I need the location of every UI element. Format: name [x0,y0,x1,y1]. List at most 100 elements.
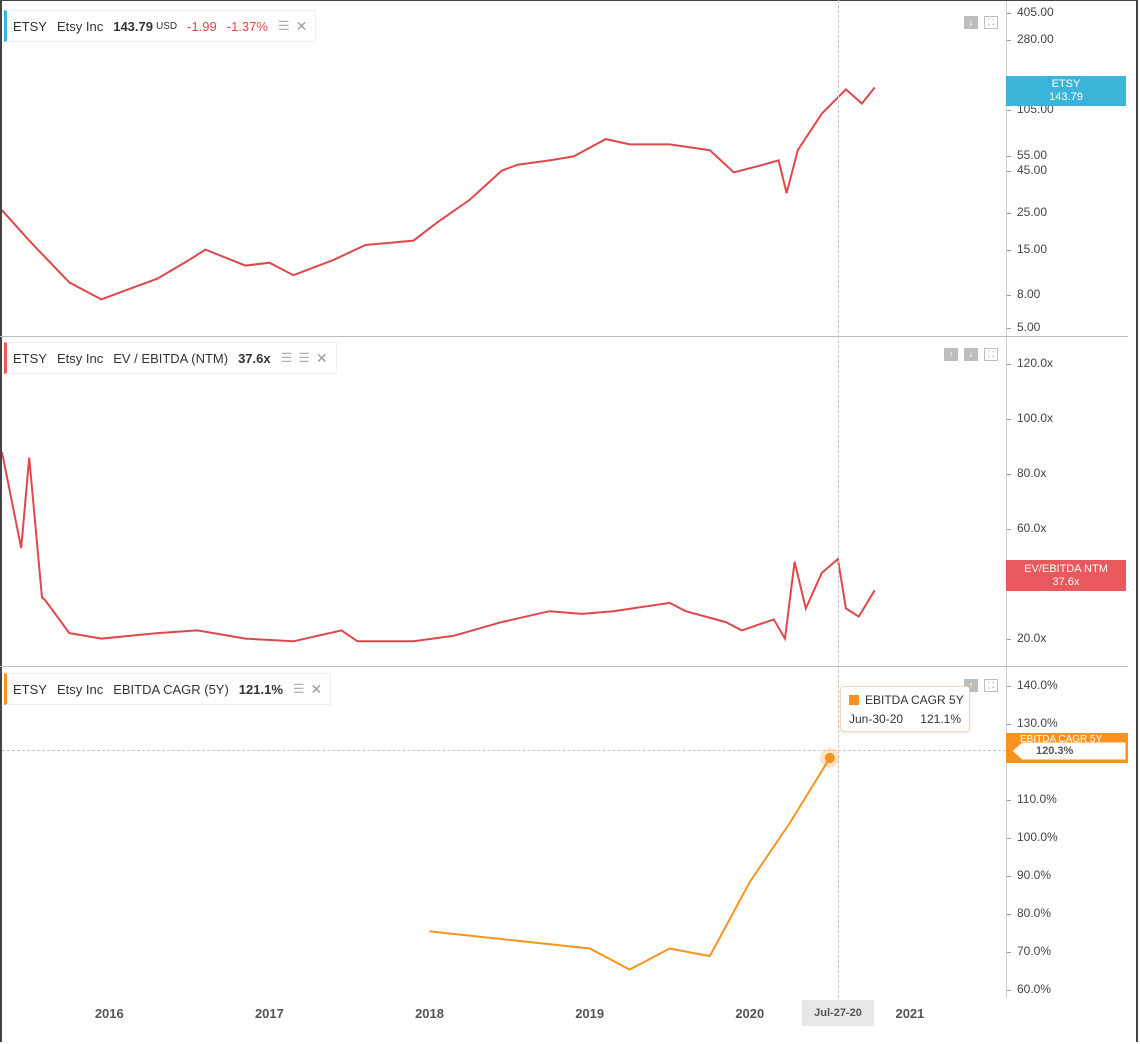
y-tick-mark [1007,110,1011,112]
y-tick-mark [1007,724,1011,726]
y-tick-label: 45.00 [1017,162,1048,177]
ev-legend: ETSY Etsy Inc EV / EBITDA (NTM) 37.6x ☰ … [4,342,337,374]
y-tick-mark [1007,212,1011,214]
y-tick-label: 8.00 [1017,286,1041,301]
x-tick-label: 2016 [94,1006,124,1021]
y-tick-mark [1007,952,1011,954]
legend-change: -1.99 [187,18,217,34]
series-swatch [849,695,859,705]
cagr-legend: ETSY Etsy Inc EBITDA CAGR (5Y) 121.1% ☰ … [4,673,332,705]
tooltip-value: 121.1% [920,712,961,726]
ev-pane-controls: ↑ ↓ ⛶ [944,348,998,361]
layers-icon[interactable]: ☰ [280,350,293,365]
y-tick-mark [1007,528,1011,530]
cagr-tag [1006,733,1128,763]
bottom-bar [2,1030,1128,1042]
cagr-axis: 140.0% 130.0% 110.0% 100.0% 90.0% 80.0% 70.0% 6… [1006,667,1131,998]
cagr-tag-pointer [1011,741,1127,761]
legend-company: Etsy Inc [56,681,104,697]
move-down-icon[interactable]: ↓ [964,348,978,361]
y-tick-mark [1007,328,1011,330]
y-tick-label: 70.0% [1017,944,1052,959]
y-tick-label: 120.0x [1017,356,1054,371]
ev-tag-name: EV/EBITDA NTM [1024,563,1108,575]
crosshair-vertical [838,0,839,998]
y-tick-mark [1007,990,1011,992]
legend-company: Etsy Inc [56,350,104,366]
layers-icon[interactable]: ☰ [292,681,305,696]
price-tag-name: ETSY [1051,78,1081,90]
y-tick-mark [1007,39,1011,41]
y-tick-mark [1007,294,1011,296]
y-tick-label: 15.00 [1017,241,1048,256]
close-icon[interactable]: ✕ [295,17,308,34]
cagr-series-line [429,757,831,971]
legend-change-pct: -1.37% [226,18,268,34]
close-icon[interactable]: ✕ [315,349,328,366]
y-tick-mark [1007,474,1011,476]
legend-symbol: ETSY [13,18,47,34]
y-tick-mark [1007,914,1011,916]
move-down-icon[interactable]: ↓ [964,16,978,29]
y-tick-label: 60.0x [1017,520,1047,535]
ev-pane[interactable] [2,337,1006,666]
y-tick-mark [1007,838,1011,840]
tooltip-title: EBITDA CAGR 5Y [865,693,964,707]
maximize-icon[interactable]: ⛶ [984,16,998,29]
y-tick-mark [1007,364,1011,366]
y-tick-label: 140.0% [1017,678,1058,693]
price-tag: ETSY 143.79 [1006,76,1126,106]
y-tick-label: 405.00 [1017,5,1054,20]
y-tick-label: 110.0% [1017,792,1057,807]
crosshair-date-label: Jul-27-20 [802,1000,874,1026]
legend-currency: USD [155,20,178,32]
legend-symbol: ETSY [13,350,47,366]
legend-price: 143.79 [113,18,153,34]
layers-icon[interactable]: ☰ [277,18,290,33]
legend-value: 121.1% [238,681,283,697]
layers-stack-icon[interactable]: ☰ [298,350,310,365]
y-tick-label: 130.0% [1017,716,1058,731]
y-tick-label: 55.00 [1017,148,1048,163]
cagr-tag-name: EBITDA CAGR 5Y [1020,734,1103,742]
legend-value: 37.6x [238,350,271,366]
y-tick-mark [1007,13,1011,15]
y-tick-label: 80.0x [1017,466,1047,481]
ev-axis: 120.0x 100.0x 80.0x 60.0x 20.0x [1006,337,1131,666]
price-legend: ETSY Etsy Inc 143.79 USD -1.99 -1.37% ☰ … [4,10,317,42]
move-up-icon[interactable]: ↑ [944,348,958,361]
price-axis: 405.00280.00150.00105.0055.0045.0025.001… [1006,1,1131,336]
y-tick-mark [1007,686,1011,688]
y-tick-label: 100.0x [1017,411,1054,426]
price-pane[interactable] [2,1,1006,336]
y-tick-mark [1007,156,1011,158]
legend-company: Etsy Inc [56,18,104,34]
ev-plot [2,452,876,643]
ev-tag: EV/EBITDA NTM 37.6x [1006,560,1126,591]
x-tick-label: 2017 [254,1006,284,1021]
y-tick-mark [1007,170,1011,172]
y-tick-label: 100.0% [1017,830,1058,845]
x-tick-label: 2020 [735,1006,765,1021]
legend-symbol: ETSY [13,681,47,697]
x-tick-label: 2021 [895,1006,925,1021]
close-icon[interactable]: ✕ [310,680,323,697]
y-tick-mark [1007,249,1011,251]
hover-point[interactable] [824,752,835,763]
y-tick-label: 60.0% [1017,982,1052,997]
maximize-icon[interactable]: ⛶ [984,348,998,361]
pane-separator[interactable] [0,336,1128,337]
ev-tag-value: 37.6x [1052,576,1080,588]
maximize-icon[interactable]: ⛶ [984,679,998,692]
x-axis: 2016 2017 2018 2019 2020 2021 [2,998,1006,1028]
y-tick-mark [1007,638,1011,640]
price-series-line [2,86,876,301]
x-tick-label: 2018 [415,1006,444,1021]
y-tick-mark [1007,876,1011,878]
pane-separator[interactable] [0,666,1128,667]
legend-metric: EBITDA CAGR (5Y) [113,681,229,697]
price-pane-controls: ↓ ⛶ [964,16,998,29]
y-tick-label: 25.00 [1017,204,1048,219]
y-tick-label: 5.00 [1017,320,1041,335]
